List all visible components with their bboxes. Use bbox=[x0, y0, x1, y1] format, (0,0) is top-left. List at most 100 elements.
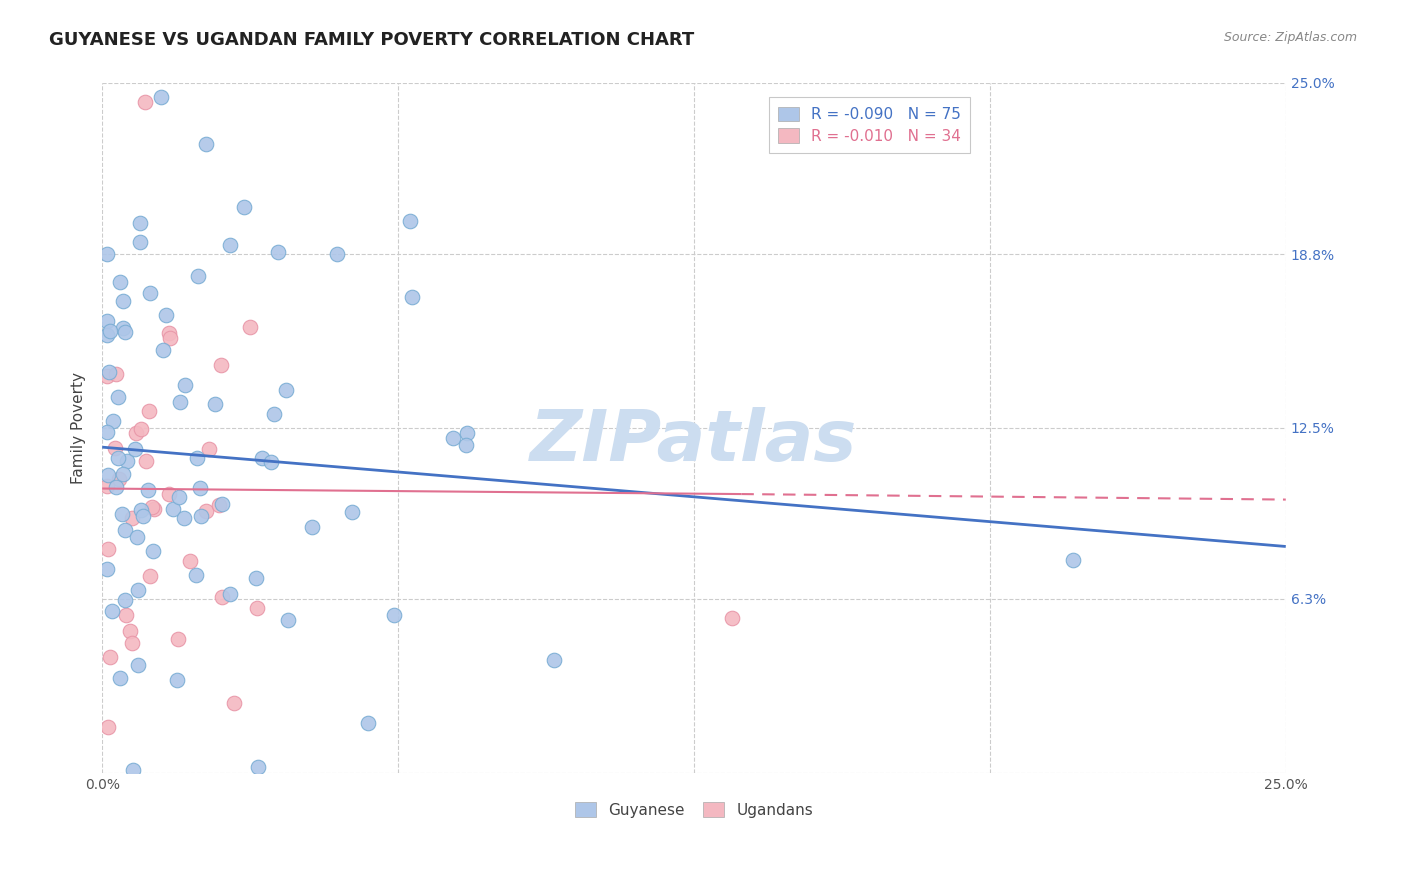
Point bbox=[139, 569, 162, 583]
Point bbox=[96, 247, 118, 261]
Point bbox=[115, 454, 138, 468]
Point bbox=[129, 235, 152, 249]
Point bbox=[204, 397, 226, 411]
Point bbox=[112, 294, 135, 309]
Point bbox=[129, 503, 152, 517]
Point bbox=[96, 479, 118, 493]
Point bbox=[96, 369, 118, 384]
Point bbox=[96, 562, 118, 576]
Point bbox=[246, 760, 269, 774]
Point bbox=[219, 237, 242, 252]
Point bbox=[135, 454, 157, 468]
Point bbox=[173, 511, 195, 525]
Point bbox=[136, 483, 159, 498]
Point bbox=[142, 544, 165, 558]
Point bbox=[129, 422, 152, 436]
Text: ZIPatlas: ZIPatlas bbox=[530, 407, 858, 476]
Point bbox=[104, 441, 127, 455]
Point bbox=[169, 395, 191, 409]
Point bbox=[173, 378, 195, 392]
Point bbox=[125, 425, 148, 440]
Point bbox=[121, 511, 143, 525]
Point bbox=[456, 425, 478, 440]
Point bbox=[224, 697, 246, 711]
Point bbox=[543, 652, 565, 666]
Point bbox=[211, 590, 233, 604]
Point bbox=[184, 567, 207, 582]
Point bbox=[105, 367, 128, 381]
Point bbox=[111, 507, 134, 521]
Point bbox=[190, 508, 212, 523]
Point bbox=[162, 502, 184, 516]
Point bbox=[107, 390, 129, 404]
Point bbox=[179, 554, 201, 568]
Point bbox=[274, 383, 297, 397]
Point bbox=[108, 275, 131, 289]
Point bbox=[267, 244, 290, 259]
Point bbox=[96, 314, 118, 328]
Point bbox=[114, 523, 136, 537]
Point bbox=[104, 480, 127, 494]
Point bbox=[98, 325, 121, 339]
Point bbox=[166, 673, 188, 688]
Point bbox=[186, 450, 208, 465]
Point bbox=[209, 358, 232, 372]
Point bbox=[252, 450, 274, 465]
Point bbox=[107, 450, 129, 465]
Point bbox=[246, 601, 269, 615]
Point bbox=[159, 331, 181, 345]
Point bbox=[141, 500, 163, 514]
Point bbox=[121, 636, 143, 650]
Point bbox=[132, 509, 155, 524]
Point bbox=[188, 481, 211, 495]
Legend: Guyanese, Ugandans: Guyanese, Ugandans bbox=[568, 796, 820, 823]
Text: Source: ZipAtlas.com: Source: ZipAtlas.com bbox=[1223, 31, 1357, 45]
Point bbox=[157, 326, 180, 341]
Point bbox=[142, 502, 165, 516]
Point bbox=[721, 611, 744, 625]
Point bbox=[382, 607, 405, 622]
Point bbox=[401, 290, 423, 304]
Point bbox=[155, 309, 177, 323]
Point bbox=[114, 607, 136, 622]
Point bbox=[157, 487, 180, 501]
Point bbox=[124, 442, 146, 457]
Point bbox=[211, 497, 233, 511]
Point bbox=[138, 404, 160, 418]
Point bbox=[150, 89, 173, 103]
Point bbox=[129, 216, 152, 230]
Point bbox=[1062, 553, 1084, 567]
Point bbox=[97, 541, 120, 556]
Point bbox=[98, 365, 121, 379]
Point bbox=[97, 467, 120, 482]
Point bbox=[120, 624, 142, 638]
Point bbox=[239, 319, 262, 334]
Point bbox=[233, 200, 256, 214]
Point bbox=[122, 763, 145, 777]
Point bbox=[125, 530, 148, 544]
Point bbox=[260, 455, 283, 469]
Point bbox=[198, 442, 221, 457]
Point bbox=[101, 604, 124, 618]
Point bbox=[277, 613, 299, 627]
Point bbox=[326, 247, 349, 261]
Point bbox=[107, 471, 129, 485]
Point bbox=[208, 498, 231, 512]
Point bbox=[112, 321, 135, 335]
Point bbox=[114, 325, 136, 339]
Point bbox=[219, 587, 242, 601]
Point bbox=[187, 269, 209, 284]
Point bbox=[195, 136, 218, 151]
Point bbox=[108, 671, 131, 685]
Point bbox=[399, 214, 422, 228]
Point bbox=[98, 650, 121, 665]
Point bbox=[342, 505, 364, 519]
Point bbox=[96, 327, 118, 342]
Point bbox=[301, 520, 323, 534]
Point bbox=[134, 95, 156, 110]
Point bbox=[167, 632, 190, 647]
Point bbox=[454, 438, 477, 452]
Point bbox=[357, 716, 380, 731]
Point bbox=[97, 720, 120, 734]
Point bbox=[96, 425, 118, 439]
